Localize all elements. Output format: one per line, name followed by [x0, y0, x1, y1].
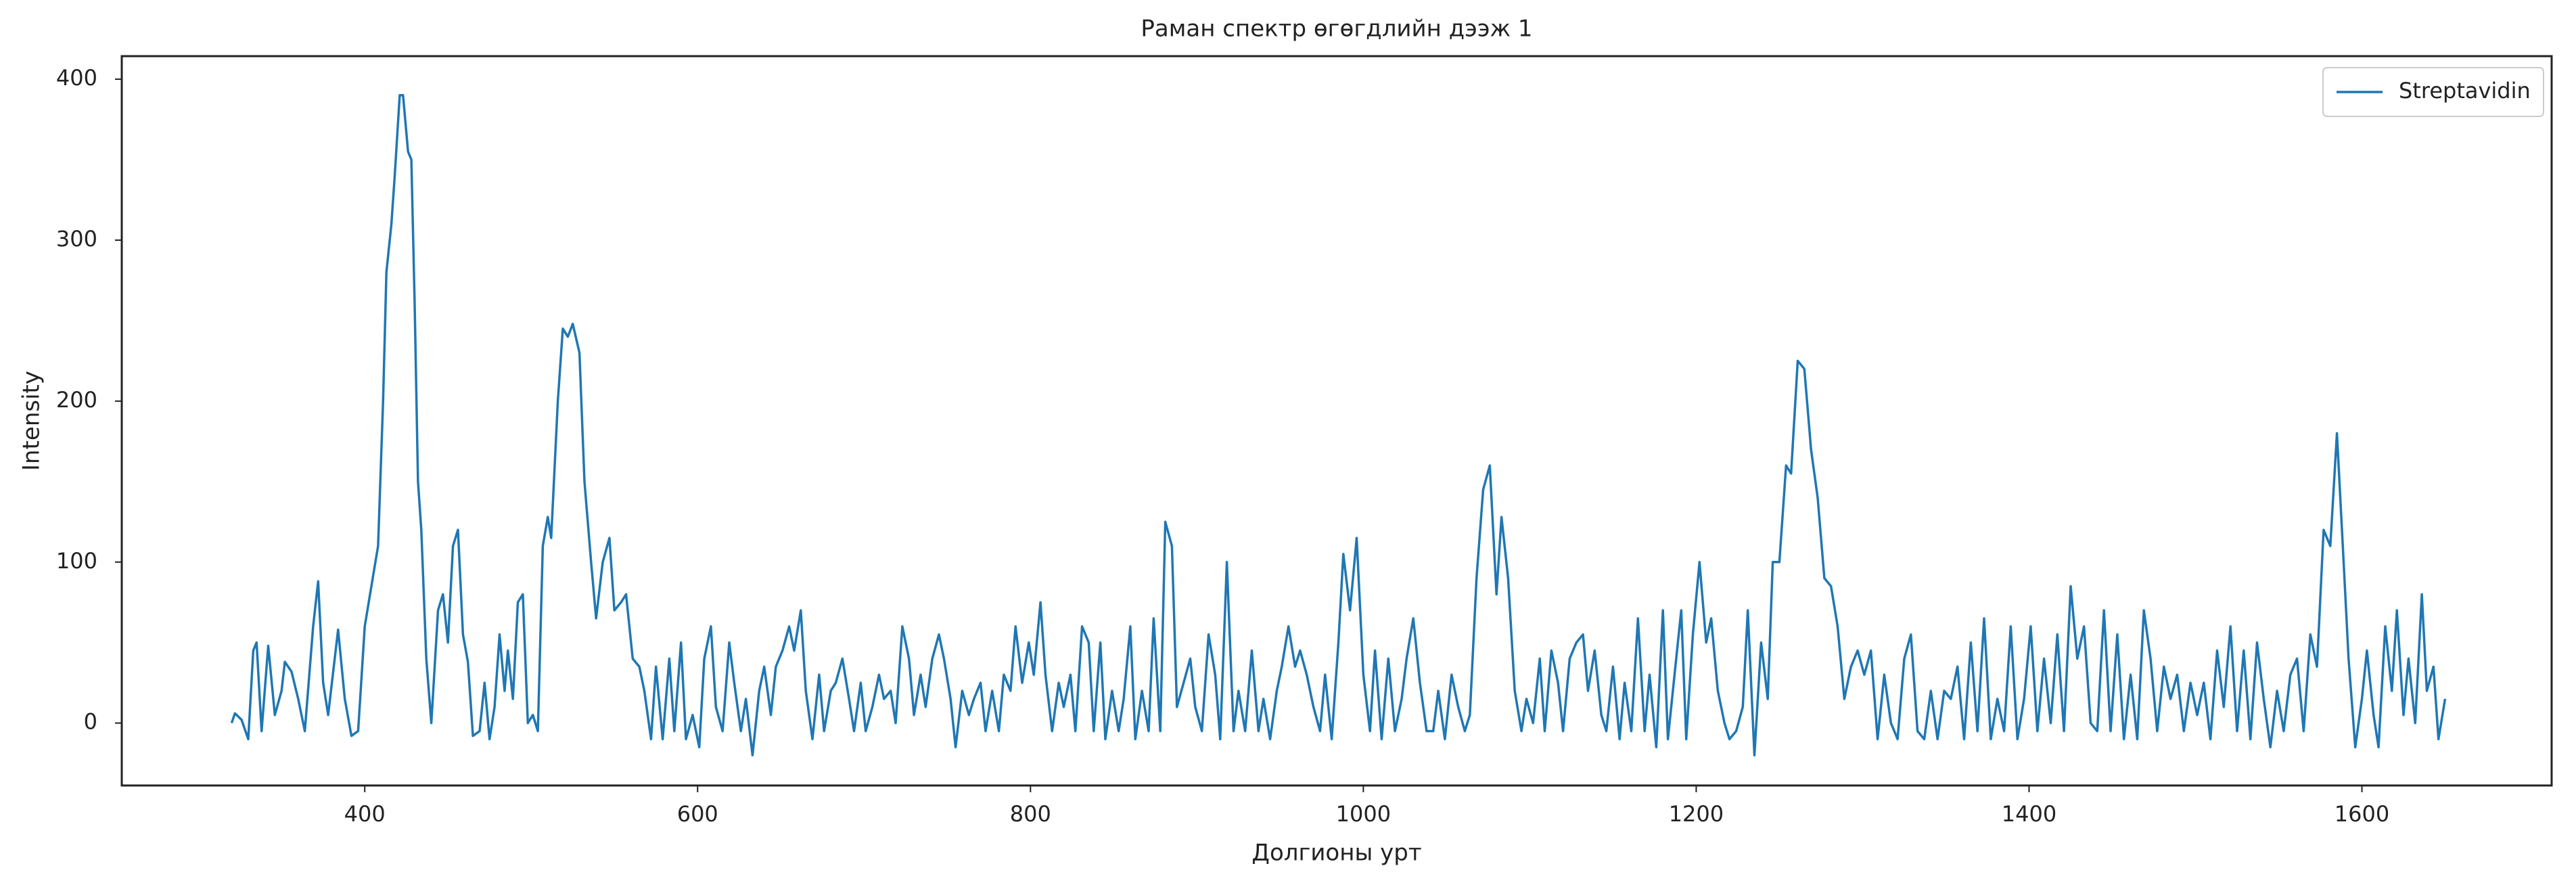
legend-box	[2322, 67, 2544, 117]
y-tick-label: 0	[84, 709, 97, 735]
y-tick-label: 300	[56, 226, 97, 252]
y-tick-label: 400	[56, 65, 97, 91]
x-tick-label: 1000	[1336, 801, 1391, 827]
legend-label: Streptavidin	[2399, 78, 2531, 104]
x-tick-label: 400	[344, 801, 386, 827]
x-axis-label: Долгионы урт	[1251, 840, 1421, 867]
plot-frame	[120, 55, 2553, 787]
x-tick-label: 1200	[1669, 801, 1724, 827]
x-tick-label: 1400	[2002, 801, 2056, 827]
chart-title: Раман спектр өгөгдлийн дээж 1	[1141, 16, 1532, 43]
y-tick-label: 100	[56, 548, 97, 574]
x-tick-label: 1600	[2334, 801, 2389, 827]
x-tick-label: 600	[677, 801, 718, 827]
y-axis-label: Intensity	[18, 371, 45, 471]
data-line	[230, 94, 2447, 757]
x-tick-label: 800	[1010, 801, 1051, 827]
y-tick-label: 200	[56, 387, 97, 413]
